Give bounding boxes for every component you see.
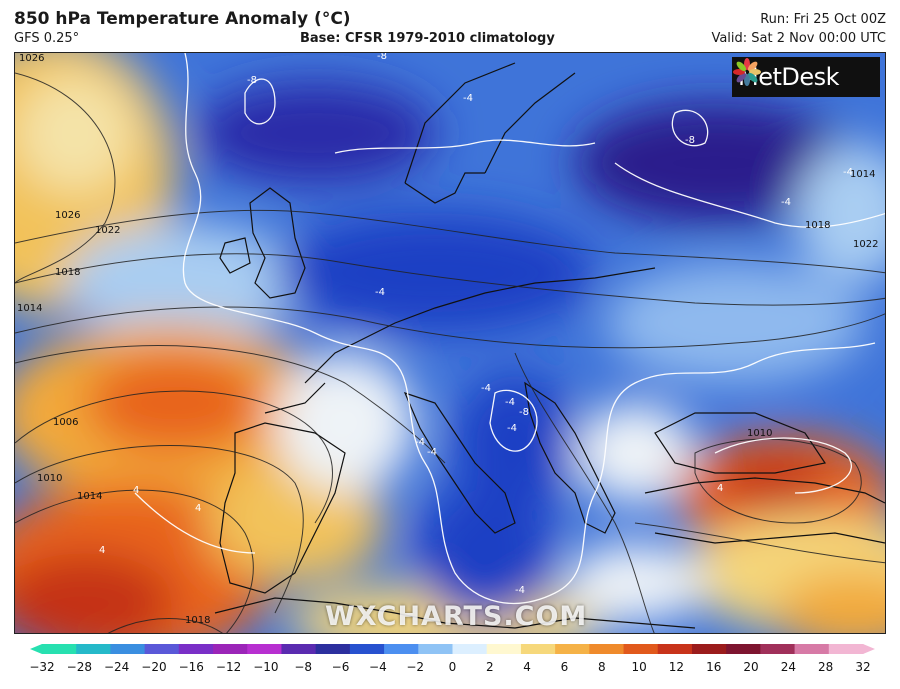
scale-swatch xyxy=(315,644,351,654)
scale-swatch xyxy=(623,644,659,654)
isobar-label: 1026 xyxy=(19,53,44,64)
anomaly-label: -4 xyxy=(781,197,791,208)
scale-swatch xyxy=(828,644,864,654)
scale-tick-label: −10 xyxy=(253,660,279,674)
anomaly-label: 4 xyxy=(133,485,139,496)
isobar-label: 1014 xyxy=(77,491,102,502)
isobar-label: 1006 xyxy=(53,417,78,428)
scale-swatch xyxy=(555,644,590,654)
isobar-label: 1010 xyxy=(37,473,62,484)
scale-arrow-low xyxy=(30,644,42,654)
metdesk-flower-icon xyxy=(733,58,761,86)
anomaly-label: 4 xyxy=(99,545,105,556)
scale-tick-label: 12 xyxy=(668,660,685,674)
anomaly-label: -4 xyxy=(515,585,525,596)
scale-swatch xyxy=(452,644,488,654)
anomaly-labels: -8 -8 -8 -4 -4 -4 -4 -4 -4 -4 -4 -4 -4 4… xyxy=(99,53,853,596)
chart-title: 850 hPa Temperature Anomaly (°C) xyxy=(14,9,351,29)
isobar-labels: 1026 1026 1022 1018 1014 1006 1010 1014 … xyxy=(17,53,878,626)
scale-tick-label: −20 xyxy=(141,660,167,674)
anomaly-label: -8 xyxy=(377,53,387,62)
scale-swatch xyxy=(349,644,385,654)
isobar-label: 1010 xyxy=(747,428,772,439)
scale-tick-label: −24 xyxy=(103,660,130,674)
base-climatology-label: Base: CFSR 1979-2010 climatology xyxy=(300,31,555,46)
isobar-label: 1026 xyxy=(55,210,80,221)
scale-tick-label: 10 xyxy=(631,660,647,674)
coastlines xyxy=(214,62,885,629)
scale-swatch xyxy=(384,644,419,654)
color-scale-bar xyxy=(30,644,875,654)
anomaly-map: 1026 1026 1022 1018 1014 1006 1010 1014 … xyxy=(14,52,886,634)
scale-tick-label: −32 xyxy=(29,660,55,674)
scale-swatch xyxy=(281,644,317,654)
scale-swatch xyxy=(520,644,556,654)
scale-tick-label: −16 xyxy=(178,660,204,674)
anomaly-contours xyxy=(134,53,885,605)
scale-tick-label: −4 xyxy=(369,660,387,674)
anomaly-label: -4 xyxy=(505,397,515,408)
map-canvas: 1026 1026 1022 1018 1014 1006 1010 1014 … xyxy=(15,53,885,633)
scale-swatch xyxy=(486,644,522,654)
scale-swatch xyxy=(418,644,453,654)
isobar-label: 1014 xyxy=(17,303,42,314)
scale-swatch xyxy=(794,644,830,654)
scale-swatch xyxy=(144,644,180,654)
scale-tick-label: 6 xyxy=(560,660,569,674)
anomaly-label: -4 xyxy=(427,447,437,458)
run-time-label: Run: Fri 25 Oct 00Z xyxy=(760,12,886,27)
scale-swatch xyxy=(760,644,796,654)
scale-tick-label: −6 xyxy=(331,660,350,674)
isobar-label: 1022 xyxy=(853,239,878,250)
isobar-label: 1022 xyxy=(95,225,120,236)
scale-swatch xyxy=(247,644,282,654)
anomaly-field xyxy=(15,53,885,633)
anomaly-label: -4 xyxy=(843,167,853,178)
scale-tick-label: −2 xyxy=(406,660,425,674)
scale-swatch xyxy=(657,644,693,654)
scale-swatch xyxy=(589,644,625,654)
scale-swatch xyxy=(110,644,146,654)
anomaly-label: -8 xyxy=(519,407,529,418)
metdesk-logo: MetDesk xyxy=(732,57,880,97)
isobar-label: 1018 xyxy=(185,615,210,626)
scale-swatch xyxy=(42,644,77,654)
scale-tick-label: 16 xyxy=(706,660,722,674)
scale-tick-label: 4 xyxy=(523,660,531,674)
scale-tick-label: 28 xyxy=(818,660,834,674)
scale-tick-label: −28 xyxy=(66,660,92,674)
scale-swatch xyxy=(726,644,761,654)
isobar-label: 1018 xyxy=(805,220,830,231)
color-scale: −32 −28 −24 −20 −16 −12 −10 −8 −6 −4 −2 0 2 4 6 8 10 12 16… xyxy=(29,640,875,680)
isobar-label: 1014 xyxy=(850,169,875,180)
scale-tick-label: 8 xyxy=(597,660,606,674)
wxcharts-watermark: WXCHARTS.COM xyxy=(325,601,588,632)
isobars xyxy=(15,72,885,633)
anomaly-label: -8 xyxy=(247,75,257,86)
isobar-label: 1018 xyxy=(55,267,80,278)
scale-tick-label: 20 xyxy=(743,660,759,674)
scale-swatch xyxy=(178,644,214,654)
anomaly-label: -4 xyxy=(375,287,385,298)
scale-swatch xyxy=(213,644,248,654)
scale-arrow-high xyxy=(863,644,875,654)
scale-tick-label: 0 xyxy=(448,660,457,674)
scale-tick-label: −12 xyxy=(215,660,242,674)
scale-tick-label: 2 xyxy=(485,660,494,674)
scale-tick-label: 24 xyxy=(780,660,796,674)
anomaly-label: -4 xyxy=(481,383,491,394)
anomaly-label: 4 xyxy=(195,503,201,514)
anomaly-label: -8 xyxy=(685,135,695,146)
anomaly-label: -4 xyxy=(463,93,473,104)
scale-swatch xyxy=(691,644,727,654)
anomaly-label: -4 xyxy=(507,423,517,434)
valid-time-label: Valid: Sat 2 Nov 00:00 UTC xyxy=(711,31,886,46)
chart-header: 850 hPa Temperature Anomaly (°C) GFS 0.2… xyxy=(0,0,900,52)
anomaly-label: -4 xyxy=(415,437,425,448)
scale-swatch xyxy=(76,644,111,654)
scale-tick-label: 32 xyxy=(855,660,871,674)
model-label: GFS 0.25° xyxy=(14,31,80,46)
scale-tick-label: −8 xyxy=(294,660,313,674)
anomaly-label: 4 xyxy=(717,483,723,494)
